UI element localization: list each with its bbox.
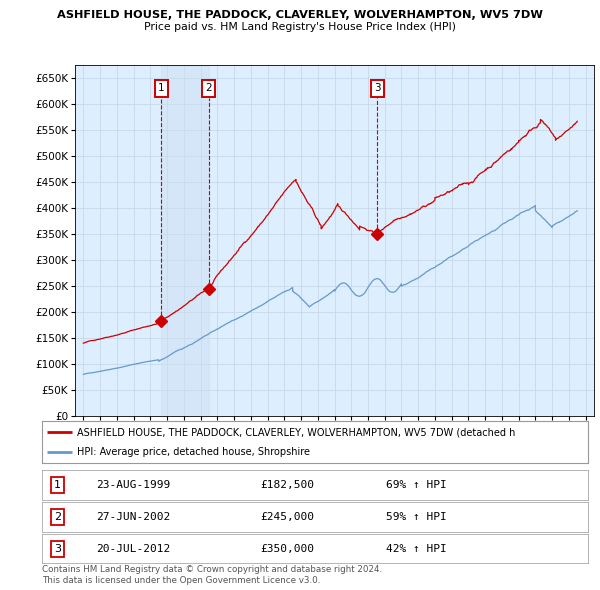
Text: 20-JUL-2012: 20-JUL-2012	[97, 544, 171, 554]
Text: ASHFIELD HOUSE, THE PADDOCK, CLAVERLEY, WOLVERHAMPTON, WV5 7DW (detached h: ASHFIELD HOUSE, THE PADDOCK, CLAVERLEY, …	[77, 427, 516, 437]
Text: Price paid vs. HM Land Registry's House Price Index (HPI): Price paid vs. HM Land Registry's House …	[144, 22, 456, 32]
Text: 69% ↑ HPI: 69% ↑ HPI	[386, 480, 447, 490]
Text: 3: 3	[374, 83, 380, 93]
Text: 1: 1	[158, 83, 164, 93]
Text: 1: 1	[54, 480, 61, 490]
Text: 59% ↑ HPI: 59% ↑ HPI	[386, 512, 447, 522]
Text: 23-AUG-1999: 23-AUG-1999	[97, 480, 171, 490]
Text: £350,000: £350,000	[260, 544, 314, 554]
Text: HPI: Average price, detached house, Shropshire: HPI: Average price, detached house, Shro…	[77, 447, 310, 457]
Text: 2: 2	[54, 512, 61, 522]
Text: 2: 2	[205, 83, 212, 93]
Bar	[161, 65, 209, 416]
Text: Contains HM Land Registry data © Crown copyright and database right 2024.
This d: Contains HM Land Registry data © Crown c…	[42, 565, 382, 585]
Text: 3: 3	[54, 544, 61, 554]
Text: £245,000: £245,000	[260, 512, 314, 522]
Text: £182,500: £182,500	[260, 480, 314, 490]
Text: 42% ↑ HPI: 42% ↑ HPI	[386, 544, 447, 554]
Text: 27-JUN-2002: 27-JUN-2002	[97, 512, 171, 522]
Text: ASHFIELD HOUSE, THE PADDOCK, CLAVERLEY, WOLVERHAMPTON, WV5 7DW: ASHFIELD HOUSE, THE PADDOCK, CLAVERLEY, …	[57, 10, 543, 20]
